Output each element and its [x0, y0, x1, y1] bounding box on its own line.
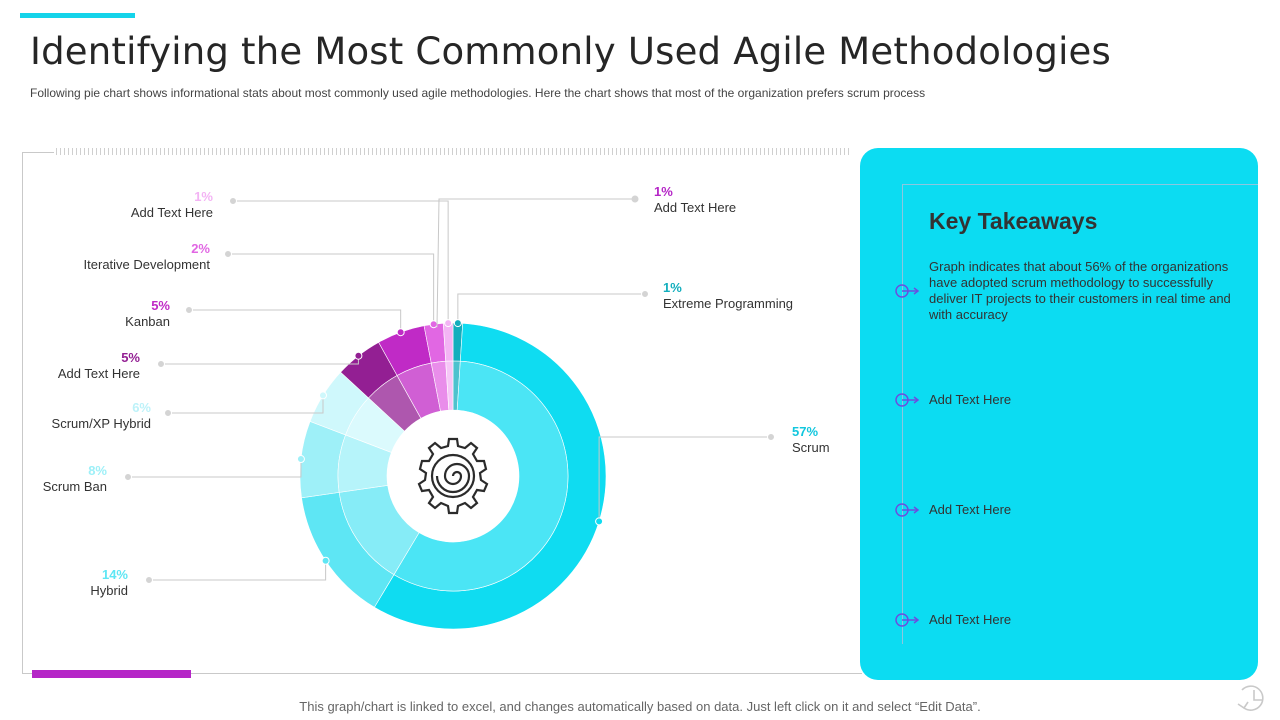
leader-dot — [321, 556, 330, 565]
leader-dot — [145, 576, 153, 584]
pie-slice-iterative-development-7[interactable] — [423, 322, 450, 412]
circle-arrow-icon — [895, 503, 920, 517]
slice-value-label: 1% — [654, 184, 673, 199]
leader-line — [161, 355, 359, 365]
takeaway-item-2: Add Text Here — [929, 392, 1012, 407]
takeaway-item-4: Add Text Here — [929, 612, 1012, 627]
leader-dot — [767, 433, 775, 441]
chart-frame-left — [22, 152, 23, 674]
pie-slice-scrum-ban-3[interactable] — [299, 421, 392, 499]
slice-label-kanban-6: 5% Kanban — [125, 298, 170, 330]
leader-dot — [354, 351, 363, 360]
page-title: Identifying the Most Commonly Used Agile… — [30, 30, 1111, 73]
leader-dot — [318, 391, 327, 400]
leader-dot — [641, 290, 649, 298]
leader-dot — [396, 328, 405, 337]
leader-line — [436, 198, 635, 328]
slice-value-label: 8% — [88, 463, 107, 478]
slice-category-label: Iterative Development — [83, 257, 210, 272]
leader-dot — [429, 320, 438, 329]
leader-dot — [444, 319, 453, 328]
chart-frame-bottom — [22, 673, 862, 674]
leader-dot — [224, 250, 232, 258]
slice-value-label: 14% — [101, 567, 128, 582]
slice-label-extra: 1% Add Text Here — [654, 184, 736, 216]
refresh-icon[interactable] — [1234, 682, 1274, 718]
panel-vertical-line — [902, 184, 903, 644]
slice-label-add-text-here-5: 5% Add Text Here — [58, 350, 140, 382]
key-takeaways-panel: Key Takeaways Graph indicates that about… — [860, 148, 1258, 680]
chart-frame-top — [22, 152, 54, 153]
slice-value-label: 57% — [792, 424, 819, 439]
circle-arrow-icon — [895, 393, 920, 407]
slice-category-label: Add Text Here — [130, 205, 213, 220]
circle-arrow-icon — [895, 284, 920, 298]
key-takeaways-title: Key Takeaways — [929, 208, 1098, 234]
slice-category-label: Scrum Ban — [42, 479, 107, 494]
leader-line — [128, 459, 302, 478]
top-accent-bar — [20, 13, 135, 18]
slice-value-label: 2% — [191, 241, 210, 256]
leader-dot — [164, 409, 172, 417]
slice-value-label: 1% — [663, 280, 682, 295]
slice-label-add-text-here-8: 1% Add Text Here — [131, 189, 213, 221]
leader-dot — [157, 360, 165, 368]
donut-chart[interactable] — [0, 0, 860, 690]
gear-spiral-icon — [417, 437, 489, 515]
leader-dot — [229, 197, 237, 205]
slice-value-label: 5% — [121, 350, 140, 365]
bottom-accent-bar — [32, 670, 191, 678]
page-subtitle: Following pie chart shows informational … — [30, 86, 926, 100]
leader-line — [598, 436, 771, 522]
slice-label-scrum-1: 57% Scrum — [792, 424, 830, 456]
panel-horizontal-line — [902, 184, 1258, 185]
leader-dot — [124, 473, 132, 481]
leader-line — [228, 253, 435, 325]
slice-value-label: 6% — [132, 400, 151, 415]
slice-label-scrum-xp-hybrid-4: 6% Scrum/XP Hybrid — [52, 400, 151, 432]
slice-label-iterative-development-7: 2% Iterative Development — [84, 241, 210, 273]
leader-line — [189, 309, 402, 333]
leader-line — [149, 560, 327, 581]
leader-dot — [453, 319, 462, 328]
slice-value-label: 1% — [194, 189, 213, 204]
slice-label-scrum-ban-3: 8% Scrum Ban — [43, 463, 107, 495]
slice-category-label: Add Text Here — [57, 366, 140, 381]
footer-note: This graph/chart is linked to excel, and… — [299, 699, 981, 714]
circle-arrow-icon — [895, 613, 920, 627]
slice-value-label: 5% — [151, 298, 170, 313]
slice-category-label: Kanban — [125, 314, 170, 329]
slice-category-label: Extreme Programming — [663, 296, 794, 311]
leader-dot — [595, 517, 604, 526]
leader-dot — [185, 306, 193, 314]
leader-line — [457, 293, 645, 324]
slice-label-hybrid-2: 14% Hybrid — [90, 567, 128, 599]
slice-label-extreme-programming-0: 1% Extreme Programming — [663, 280, 793, 312]
slice-category-label: Scrum — [792, 440, 830, 455]
decorative-hatch — [56, 148, 851, 155]
takeaway-item-3: Add Text Here — [929, 502, 1012, 517]
leader-dot — [296, 455, 305, 464]
slice-category-label: Hybrid — [90, 583, 128, 598]
takeaway-item-1: Graph indicates that about 56% of the or… — [929, 259, 1231, 322]
leader-line — [168, 395, 324, 414]
slice-category-label: Scrum/XP Hybrid — [51, 416, 151, 431]
slice-category-label: Add Text Here — [654, 200, 737, 215]
leader-dot — [631, 195, 639, 203]
leader-line — [233, 200, 449, 324]
